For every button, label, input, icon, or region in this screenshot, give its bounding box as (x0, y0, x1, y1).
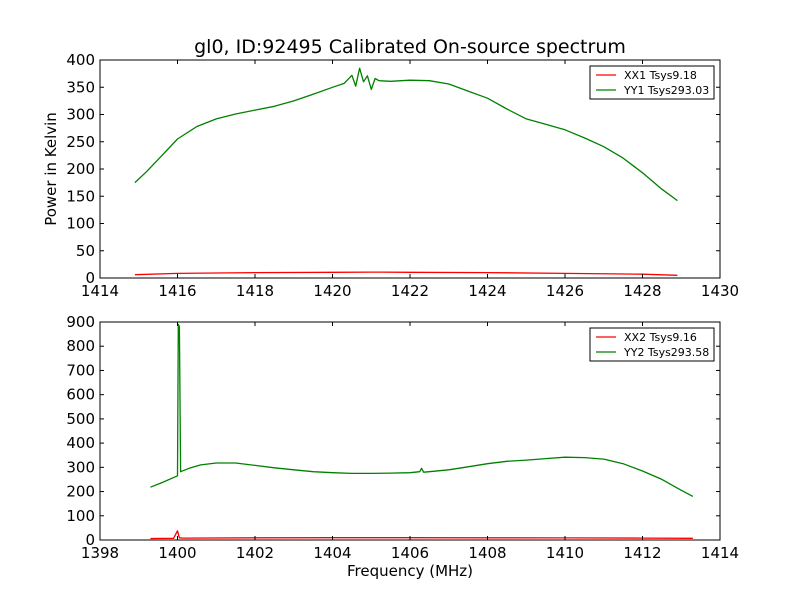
y-tick-label: 300 (66, 458, 95, 476)
y-axis-label: Power in Kelvin (42, 112, 60, 226)
legend: XX1 Tsys9.18 YY1 Tsys293.03 (589, 65, 715, 100)
y-tick-label: 0 (85, 269, 95, 287)
x-tick-label: 1430 (701, 282, 739, 300)
top-panel: 1414 1416 1418 1420 1422 1424 1426 1428 1430 0 50 1… (66, 51, 739, 300)
x-tick-label: 1402 (236, 544, 274, 562)
legend-label: XX2 Tsys9.16 (624, 331, 697, 344)
series-line-xx (150, 530, 693, 540)
x-tick-label: 1398 (81, 544, 119, 562)
x-tick-label: 1412 (623, 544, 661, 562)
chart-title: gl0, ID:92495 Calibrated On-source spect… (194, 36, 626, 58)
y-tick-label: 500 (66, 410, 95, 428)
y-tick-label: 300 (66, 106, 95, 124)
x-tick-label: 1408 (468, 544, 506, 562)
y-tick-label: 900 (66, 313, 95, 331)
y-tick-label: 100 (66, 507, 95, 525)
x-tick-label: 1414 (81, 282, 119, 300)
y-tick-label: 50 (76, 242, 95, 260)
x-tick-label: 1422 (391, 282, 429, 300)
series-line-xx (134, 271, 678, 276)
y-tick-label: 400 (66, 434, 95, 452)
x-tick-label: 1404 (313, 544, 351, 562)
y-tick-label: 250 (66, 133, 95, 151)
y-tick-label: 200 (66, 483, 95, 501)
x-tick-label: 1428 (623, 282, 661, 300)
legend-label: YY2 Tsys293.58 (623, 346, 709, 359)
legend-label: XX1 Tsys9.18 (624, 69, 697, 82)
x-tick-label: 1426 (546, 282, 584, 300)
x-axis-label: Frequency (MHz) (347, 562, 473, 580)
y-tick-label: 150 (66, 187, 95, 205)
legend-box (589, 327, 715, 362)
legend-label: YY1 Tsys293.03 (623, 84, 709, 97)
legend: XX2 Tsys9.16 YY2 Tsys293.58 (589, 327, 715, 362)
y-tick-label: 600 (66, 386, 95, 404)
y-tick-label: 700 (66, 361, 95, 379)
legend-box (589, 65, 715, 100)
y-tick-label: 100 (66, 215, 95, 233)
x-tick-label: 1414 (701, 544, 739, 562)
y-tick-label: 0 (85, 531, 95, 549)
x-tick-label: 1424 (468, 282, 506, 300)
y-tick-label: 350 (66, 78, 95, 96)
y-tick-label: 800 (66, 337, 95, 355)
x-tick-label: 1410 (546, 544, 584, 562)
x-tick-label: 1418 (236, 282, 274, 300)
series-line-yy (150, 323, 694, 497)
y-tick-label: 400 (66, 51, 95, 69)
x-tick-label: 1420 (313, 282, 351, 300)
x-tick-label: 1406 (391, 544, 429, 562)
bottom-panel: 1398 1400 1402 1404 1406 1408 1410 1412 1414 0 100… (66, 313, 739, 562)
x-tick-label: 1400 (158, 544, 196, 562)
x-tick-label: 1416 (158, 282, 196, 300)
series-line-yy (134, 67, 678, 202)
y-tick-label: 200 (66, 160, 95, 178)
